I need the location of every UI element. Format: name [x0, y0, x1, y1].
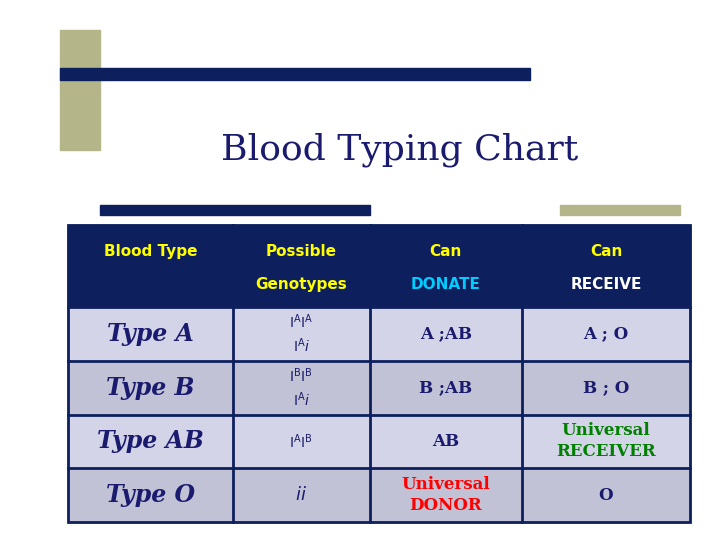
Text: $\mathregular{I}^{\mathregular{A}}\mathregular{I}^{\mathregular{A}}$: $\mathregular{I}^{\mathregular{A}}\mathr… [289, 313, 313, 332]
Text: $\mathregular{I}^{\mathregular{A}}\mathit{i}$: $\mathregular{I}^{\mathregular{A}}\mathi… [293, 336, 310, 355]
Text: Type B: Type B [106, 376, 194, 400]
Text: B ; O: B ; O [583, 379, 629, 396]
Text: Type A: Type A [107, 322, 194, 346]
Bar [68, 225, 690, 522]
Text: Type O: Type O [106, 483, 195, 507]
Text: RECEIVE: RECEIVE [570, 276, 642, 292]
Text: Can: Can [430, 244, 462, 259]
Bar [68, 307, 690, 361]
Bar [560, 205, 680, 215]
Text: A ; O: A ; O [583, 326, 629, 342]
Bar [68, 361, 690, 415]
Text: Genotypes: Genotypes [256, 276, 347, 292]
Text: Universal
DONOR: Universal DONOR [402, 476, 490, 514]
Bar [60, 30, 100, 150]
Text: Blood Type: Blood Type [104, 244, 197, 259]
Text: AB: AB [432, 433, 459, 450]
Text: B ;AB: B ;AB [419, 379, 472, 396]
Bar [68, 225, 690, 307]
Bar [60, 68, 530, 80]
Text: Universal
RECEIVER: Universal RECEIVER [557, 422, 656, 460]
Text: A ;AB: A ;AB [420, 326, 472, 342]
Text: $\mathregular{I}^{\mathregular{B}}\mathregular{I}^{\mathregular{B}}$: $\mathregular{I}^{\mathregular{B}}\mathr… [289, 367, 313, 385]
Bar [68, 468, 690, 522]
Text: Can: Can [590, 244, 622, 259]
Text: $\mathregular{I}^{\mathregular{A}}\mathregular{I}^{\mathregular{B}}$: $\mathregular{I}^{\mathregular{A}}\mathr… [289, 432, 313, 451]
Text: Blood Typing Chart: Blood Typing Chart [221, 133, 579, 167]
Text: DONATE: DONATE [411, 276, 481, 292]
Text: Type AB: Type AB [97, 429, 204, 454]
Text: $\mathregular{I}^{\mathregular{A}}\mathit{i}$: $\mathregular{I}^{\mathregular{A}}\mathi… [293, 390, 310, 409]
Bar [100, 205, 370, 215]
Text: O: O [599, 487, 613, 504]
Text: $\mathit{ii}$: $\mathit{ii}$ [295, 486, 307, 504]
Bar [68, 415, 690, 468]
Text: Possible: Possible [266, 244, 337, 259]
